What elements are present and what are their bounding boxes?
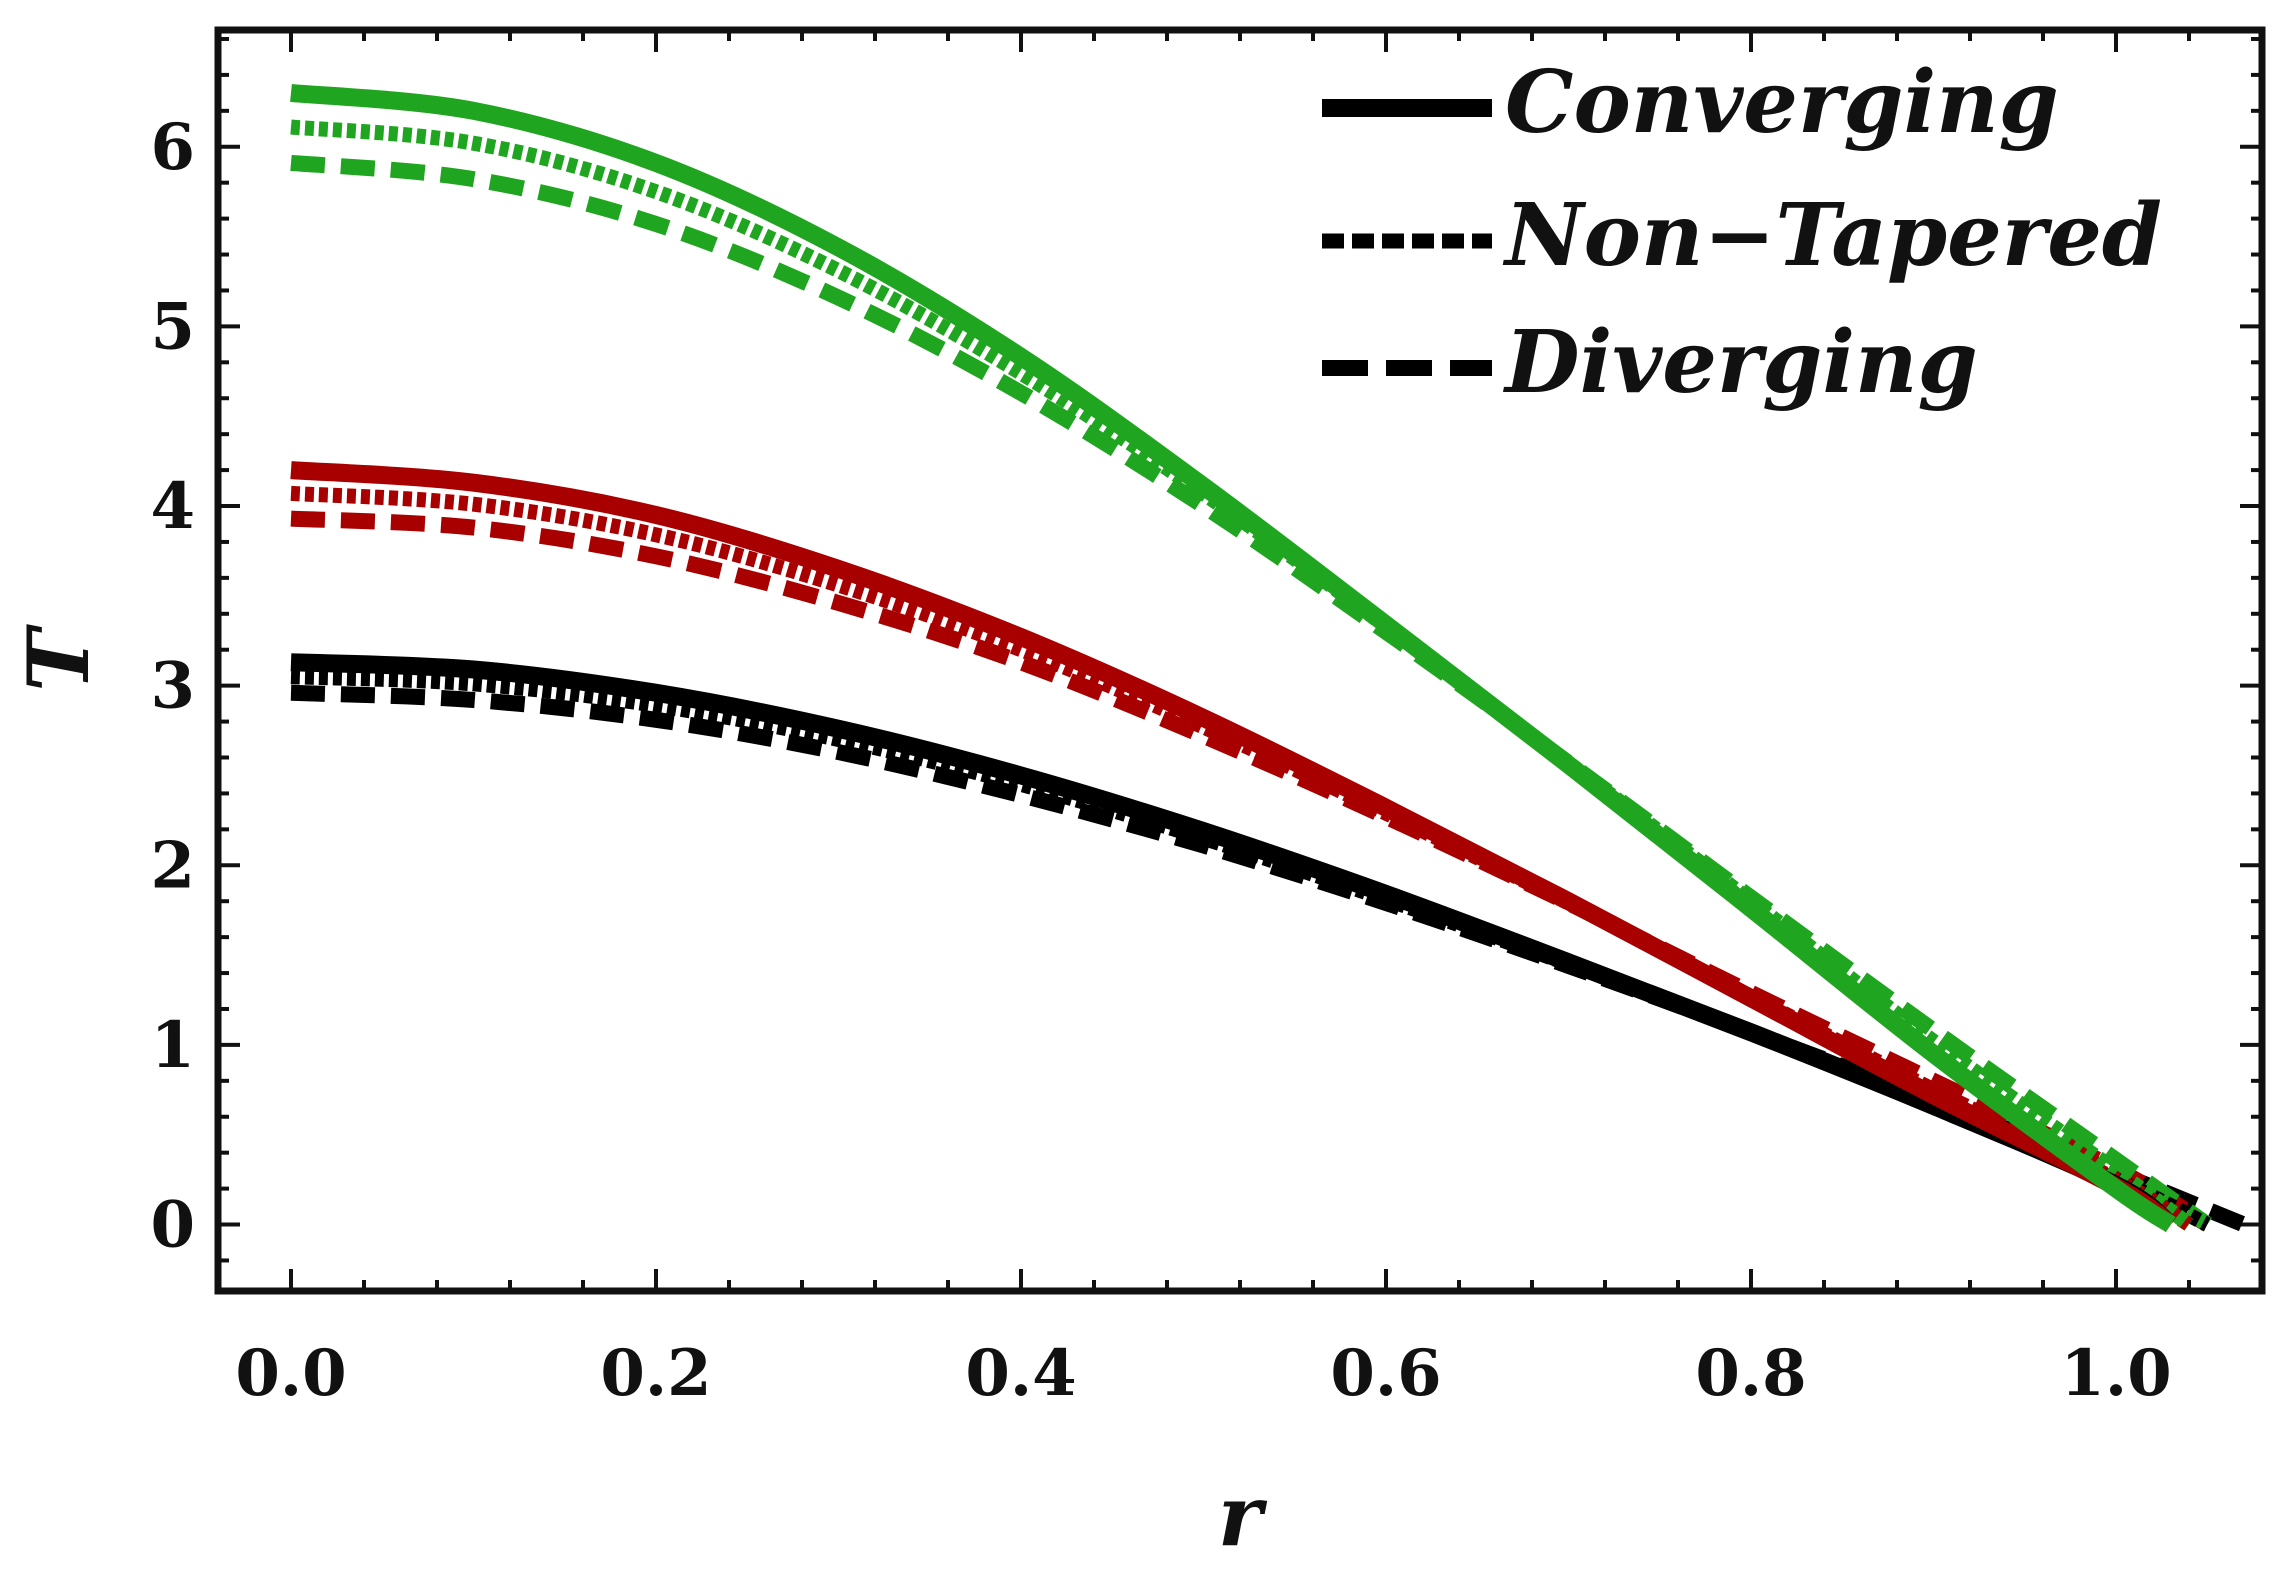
x-tick-label: 0.4 xyxy=(965,1336,1076,1411)
legend: Converging Non−Tapered Diverging xyxy=(1322,52,2162,413)
y-tick-label: 0 xyxy=(150,1188,195,1263)
series-line-black-solid xyxy=(290,653,2177,1232)
y-tick-label: 1 xyxy=(150,1008,195,1083)
x-tick-label: 0.8 xyxy=(1695,1336,1806,1411)
y-tick-label: 2 xyxy=(150,828,195,903)
legend-label-converging: Converging xyxy=(1505,52,2059,153)
series-line-black-dotted xyxy=(290,669,2211,1232)
y-tick-label: 5 xyxy=(150,289,195,364)
y-tick-label: 3 xyxy=(150,649,195,724)
series-line-red-solid xyxy=(290,461,2177,1232)
legend-label-non-tapered: Non−Tapered xyxy=(1502,185,2162,286)
x-tick-label: 0.0 xyxy=(235,1336,346,1411)
series-line-red-dashed xyxy=(290,510,2212,1232)
series-line-green-dashed xyxy=(290,154,2212,1232)
y-tick-label: 6 xyxy=(150,110,195,185)
x-tick-label: 0.2 xyxy=(600,1336,711,1411)
labels-layer: 0.0 0.2 0.4 0.6 0.8 1.0 0 1 2 3 4 5 6 xyxy=(150,110,2171,1411)
y-axis-label: T xyxy=(9,624,108,692)
series-line-green-solid xyxy=(290,83,2176,1233)
x-tick-label: 1.0 xyxy=(2060,1336,2171,1411)
x-tick-label: 0.6 xyxy=(1330,1336,1441,1411)
x-axis-label: r xyxy=(1218,1466,1268,1565)
legend-label-diverging: Diverging xyxy=(1502,312,1978,413)
series-layer xyxy=(290,83,2247,1233)
y-tick-label: 4 xyxy=(150,469,195,544)
plot-frame xyxy=(214,26,2266,1295)
